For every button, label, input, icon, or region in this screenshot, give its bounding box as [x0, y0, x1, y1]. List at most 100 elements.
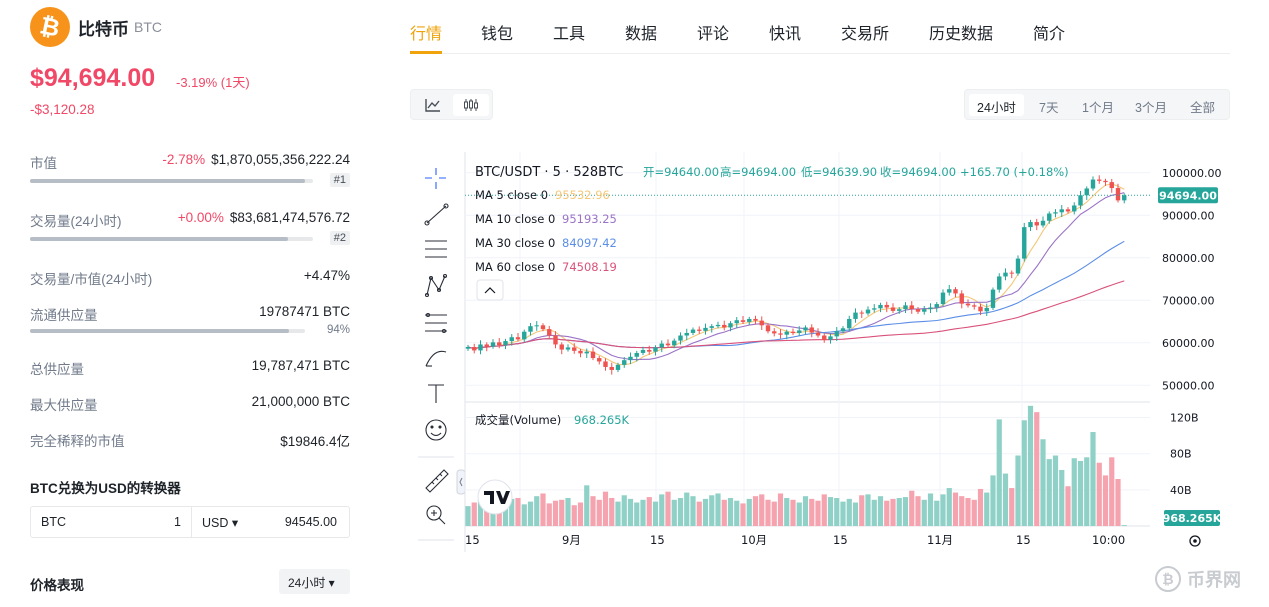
volume-bar — [871, 499, 877, 526]
candle — [778, 333, 783, 335]
volume-bar — [1059, 469, 1065, 526]
candle — [809, 327, 814, 333]
stat-label: 最大供应量 — [30, 398, 98, 413]
candle — [984, 307, 989, 312]
ma-line — [467, 192, 1125, 361]
volume-bar — [502, 502, 509, 526]
price-tick-label: 100000.00 — [1162, 167, 1222, 180]
candle — [797, 330, 802, 333]
tab-wallet[interactable]: 钱包 — [481, 26, 514, 43]
candle — [515, 337, 521, 340]
candle — [578, 350, 583, 354]
coin-name: 比特币 — [78, 19, 129, 39]
candle — [690, 329, 696, 333]
candle — [847, 318, 852, 329]
volume-bar — [990, 475, 996, 526]
candle — [997, 276, 1002, 290]
candle — [503, 341, 508, 346]
candle — [1109, 182, 1114, 189]
tab-history[interactable]: 历史数据 — [929, 26, 994, 43]
candle-chart-button[interactable] — [453, 94, 489, 116]
range-24h[interactable]: 24小时 — [969, 94, 1024, 116]
candle — [647, 349, 652, 352]
ruler-icon[interactable] — [425, 469, 449, 493]
candle — [628, 356, 633, 361]
tab-market[interactable]: 行情 — [410, 26, 443, 43]
volume-bar — [1090, 432, 1096, 526]
candle — [697, 329, 702, 331]
volume-bar — [609, 497, 615, 526]
range-all[interactable]: 全部 — [1190, 101, 1216, 115]
zoom-in-icon[interactable] — [426, 505, 446, 525]
time-label: 11月 — [927, 533, 953, 547]
active-tab-underline — [410, 51, 442, 54]
legend-collapse-button[interactable] — [476, 279, 504, 301]
current-price-label: 94694.00 — [1159, 189, 1217, 202]
volume-bar — [796, 502, 802, 526]
candle — [590, 351, 596, 359]
tab-intro[interactable]: 简介 — [1033, 26, 1066, 43]
tab-data[interactable]: 数据 — [625, 26, 658, 43]
volume-bar — [1046, 459, 1052, 526]
volume-tick-label: 80B — [1170, 448, 1192, 461]
volume-bar — [559, 499, 565, 526]
horizontal-lines-icon[interactable] — [425, 240, 447, 258]
price-tick-label: 60000.00 — [1162, 337, 1215, 350]
from-amount-input[interactable]: 1 — [174, 515, 181, 529]
tab-tools[interactable]: 工具 — [553, 26, 586, 43]
ohlc-low: 低=94639.90 — [801, 165, 877, 179]
settings-gear-icon[interactable] — [1189, 535, 1201, 547]
candle — [1090, 179, 1096, 189]
volume-bar — [827, 497, 834, 526]
volume-bar — [671, 499, 677, 526]
candle — [959, 293, 964, 304]
crosshair-icon[interactable] — [425, 168, 446, 189]
coin-symbol: BTC — [134, 19, 162, 35]
candle — [890, 307, 896, 311]
price-change-pct: -3.19% (1天) — [176, 75, 250, 90]
candle — [1065, 209, 1071, 212]
to-amount-input[interactable]: 94545.00 — [284, 515, 337, 529]
candle — [1047, 213, 1052, 221]
volume-bar — [596, 499, 602, 526]
candle — [978, 306, 983, 312]
candle — [1028, 222, 1033, 228]
brush-icon[interactable] — [425, 350, 447, 367]
divider — [191, 507, 192, 537]
volume-bar — [646, 497, 652, 526]
volume-label: 成交量(Volume) — [475, 413, 561, 427]
line-chart-button[interactable] — [415, 94, 451, 116]
performance-period-select[interactable]: 24小时 ▾ — [279, 569, 350, 594]
volume-bar — [721, 499, 727, 526]
emoji-icon[interactable] — [425, 419, 447, 441]
volume-bar — [790, 499, 796, 526]
pattern-icon[interactable] — [424, 273, 448, 298]
volume-bar — [1071, 458, 1077, 526]
circ-supply-pct: 94% — [326, 324, 350, 336]
drawing-toolbar — [418, 168, 454, 541]
candle — [1078, 195, 1083, 206]
collapse-handle[interactable] — [456, 469, 466, 495]
volume-bar — [946, 488, 952, 526]
text-tool-icon[interactable] — [428, 384, 444, 403]
volume-bar — [865, 494, 871, 526]
candle — [1122, 195, 1127, 201]
trend-line-icon[interactable] — [424, 203, 449, 226]
candle — [915, 309, 921, 312]
range-7d[interactable]: 7天 — [1039, 101, 1059, 115]
volume-bar — [915, 496, 921, 526]
tab-exchanges[interactable]: 交易所 — [841, 26, 890, 43]
fib-icon[interactable] — [425, 312, 447, 334]
time-label: 15 — [650, 533, 665, 547]
stat-label: 完全稀释的市值 — [30, 434, 125, 449]
stat-value: +0.00% $83,681,474,576.72 — [177, 210, 350, 225]
bitcoin-icon: ₿ — [30, 7, 70, 47]
range-3m[interactable]: 3个月 — [1135, 101, 1167, 115]
price-chart-svg[interactable]: 94694.00 100000.00 90000.00 80000.00 70000.… — [410, 152, 1230, 552]
to-currency-select[interactable]: USD ▾ — [202, 516, 239, 530]
volume-bar — [734, 500, 740, 526]
volume-bar — [565, 497, 571, 526]
tab-news[interactable]: 快讯 — [769, 26, 802, 43]
tab-comments[interactable]: 评论 — [697, 26, 730, 43]
range-1m[interactable]: 1个月 — [1082, 101, 1114, 115]
